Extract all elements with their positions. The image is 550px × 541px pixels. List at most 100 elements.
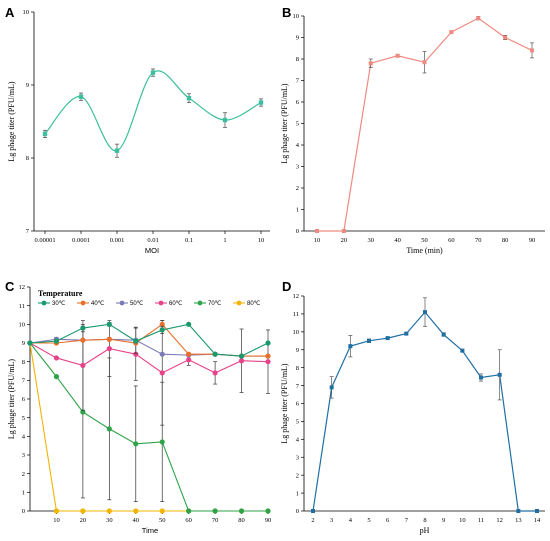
panel-c-legend-label: 80℃: [247, 301, 261, 307]
panel-b-y-tick-label: 2: [296, 185, 299, 192]
panel-c-x-tick-label: 90: [265, 517, 272, 524]
panel-c-x-tick-label: 50: [159, 517, 166, 524]
panel-c-data-point: [265, 508, 271, 514]
panel-a-moi-chart: 7 8 9 10 Lg phage titer (PFU/mL) MOI 0.00001 0.…: [7, 9, 270, 255]
panel-d-y-tick-label: 10: [293, 329, 300, 336]
panel-c-y-tick-label: 7: [22, 378, 26, 385]
panel-c-x-tick-label: 70: [212, 517, 219, 524]
panel-d-x-tick-label: 5: [367, 517, 370, 524]
panel-a-x-tick-label: 10: [258, 237, 265, 244]
panel-a-y-tick-label: 10: [23, 9, 30, 16]
panel-c-data-point: [106, 346, 112, 352]
panel-b-x-tick-label: 50: [421, 237, 428, 244]
panel-c-data-point: [238, 353, 245, 359]
panel-a-data-point: [42, 131, 48, 137]
panel-d-data-point: [497, 372, 502, 377]
panel-d-y-tick-label: 3: [296, 454, 299, 461]
panel-d-x-tick-label: 2: [311, 517, 314, 524]
panel-c-legend-marker: [80, 300, 86, 306]
panel-b-time-chart: 0 1 2 3 4 5 6 7 8 9 10 Lg phage titer (PFU/mL) Time …: [280, 13, 545, 255]
panel-d-data-point: [535, 509, 539, 513]
panel-c-data-point: [133, 338, 139, 344]
panel-d-data-point: [404, 331, 409, 336]
panel-c-data-point: [265, 353, 271, 359]
panel-b-x-tick-label: 30: [368, 237, 375, 244]
panel-c-series-line: [29, 342, 269, 374]
panel-c-data-point: [106, 508, 112, 514]
panel-b-data-point: [395, 53, 400, 58]
panel-a-x-tick-label: 0.1: [185, 237, 193, 244]
panel-b-x-tick-label: 20: [341, 237, 348, 244]
panel-d-y-axis-label: Lg phage titer (PFU/mL): [280, 363, 289, 444]
panel-c-data-point: [212, 351, 218, 357]
panel-letter-c: C: [5, 279, 15, 294]
panel-c-legend-marker: [197, 300, 203, 306]
panel-c-series-line: [29, 323, 269, 357]
panel-d-x-tick-label: 9: [442, 517, 445, 524]
panel-c-y-tick-label: 9: [22, 340, 25, 347]
panel-c-legend-marker: [41, 300, 47, 306]
panel-letter-a: A: [5, 5, 15, 20]
panel-c-legend-label: 50℃: [130, 301, 144, 307]
panel-c-x-axis-label: Time: [142, 526, 158, 535]
panel-c-data-point: [80, 362, 86, 368]
panel-b-x-axis-label: Time (min): [406, 246, 443, 255]
panel-d-data-point: [460, 348, 465, 353]
panel-a-data-point: [222, 117, 228, 123]
panel-c-data-point: [80, 409, 86, 415]
panel-b-data-point: [503, 35, 508, 40]
panel-d-y-tick-label: 12: [293, 293, 300, 300]
panel-d-x-tick-label: 4: [349, 517, 353, 524]
panel-c-data-point: [159, 370, 165, 376]
panel-c-data-point: [133, 441, 139, 447]
panel-d-x-tick-label: 14: [534, 517, 541, 524]
panel-c-x-tick-label: 10: [53, 517, 60, 524]
panel-b-y-tick-label: 1: [296, 207, 299, 214]
panel-d-y-tick-label: 4: [296, 437, 300, 444]
panel-a-x-axis-label: MOI: [145, 246, 159, 255]
panel-a-x-tick-label: 0.01: [147, 237, 158, 244]
panel-a-x-tick-label: 0.0001: [72, 237, 90, 244]
panel-c-data-point: [159, 327, 165, 333]
panel-c-data-point: [212, 508, 218, 514]
panel-c-data-point: [80, 508, 86, 514]
panel-d-data-point: [385, 336, 390, 341]
panel-c-legend-label: 40℃: [91, 301, 105, 307]
panel-c-data-point: [106, 426, 112, 432]
panel-c-y-tick-label: 1: [22, 490, 25, 497]
panel-d-series-line: [312, 311, 537, 512]
panel-c-data-point: [133, 508, 139, 514]
panel-c-data-point: [212, 370, 218, 376]
panel-b-y-axis-label: Lg phage titer (PFU/mL): [280, 83, 289, 164]
panel-c-x-tick-label: 80: [238, 517, 245, 524]
panel-b-y-tick-label: 5: [296, 121, 299, 128]
panel-c-legend-label: 70℃: [208, 301, 222, 307]
panel-c-data-point: [80, 337, 86, 343]
panel-d-x-tick-label: 12: [496, 517, 503, 524]
panel-d-x-tick-label: 11: [478, 517, 484, 524]
panel-c-data-point: [265, 340, 271, 346]
panel-c-series-line: [29, 342, 268, 512]
panel-c-data-point: [186, 351, 192, 357]
panel-d-data-point: [516, 509, 521, 513]
panel-c-legend-title: Temperature: [38, 289, 83, 298]
panel-d-data-point: [441, 332, 446, 337]
panel-letter-b: B: [282, 5, 291, 20]
panel-c-x-tick-label: 30: [106, 517, 113, 524]
panel-c-y-tick-label: 6: [22, 396, 26, 403]
panel-a-data-point: [150, 70, 156, 75]
panel-c-data-point: [133, 351, 139, 357]
panel-c-series-line: [30, 323, 268, 357]
panel-c-data-point: [53, 355, 60, 361]
panel-c-y-tick-label: 4: [22, 434, 26, 441]
panel-c-data-point: [159, 351, 165, 357]
panel-b-data-point: [422, 60, 427, 65]
panel-b-y-tick-label: 3: [296, 164, 299, 171]
panel-d-x-tick-label: 3: [330, 517, 333, 524]
panel-a-data-point: [78, 94, 84, 99]
panel-c-data-point: [159, 508, 165, 514]
panel-a-y-tick-label: 9: [26, 82, 29, 89]
panel-c-data-point: [27, 340, 33, 346]
